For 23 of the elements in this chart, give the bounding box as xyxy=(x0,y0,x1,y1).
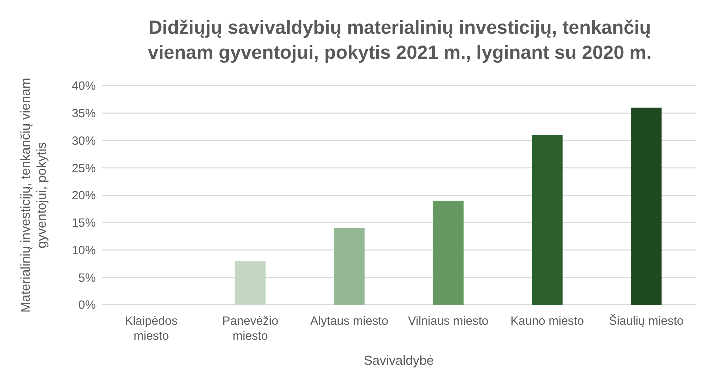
x-tick-label: Alytaus miesto xyxy=(310,314,389,328)
x-tick-label: Panevėžio miesto xyxy=(222,314,279,343)
y-axis-title: Materialinių investicijų, tenkančių vienam gyventojui, pokytis xyxy=(18,78,49,313)
x-tick-label: Kauno miesto xyxy=(510,314,585,328)
y-tick-label: 10% xyxy=(72,243,96,258)
bar xyxy=(235,261,266,305)
x-axis-title: Savivaldybė xyxy=(364,353,434,368)
bar xyxy=(433,200,464,305)
x-tick-label: Šiaulių miesto xyxy=(609,314,684,328)
y-tick-label: 35% xyxy=(72,106,96,121)
x-tick-label: Klaipėdos miesto xyxy=(125,314,178,343)
chart-title: Didžiųjų savivaldybių materialinių investicijų, tenkančių vienam gyventojui, pokytis 2021 m., lyginant su 2020 m. xyxy=(148,18,652,64)
y-tick-label: 20% xyxy=(72,188,96,203)
y-tick-label: 40% xyxy=(72,79,96,94)
y-tick-label: 15% xyxy=(72,216,96,230)
y-tick-label: 25% xyxy=(72,161,96,176)
y-tick-label: 0% xyxy=(78,298,96,312)
y-tick-label: 30% xyxy=(72,134,96,148)
x-tick-label: Vilniaus miesto xyxy=(408,314,490,328)
bar xyxy=(631,108,662,305)
bar xyxy=(334,228,365,305)
bar xyxy=(532,135,563,305)
y-tick-label: 5% xyxy=(78,270,96,285)
